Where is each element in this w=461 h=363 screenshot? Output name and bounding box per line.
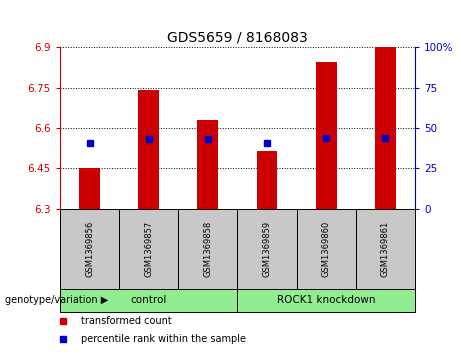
Bar: [178, 209, 237, 289]
Bar: [316, 62, 337, 209]
Text: transformed count: transformed count: [81, 316, 172, 326]
Bar: [79, 168, 100, 209]
Text: GSM1369860: GSM1369860: [322, 221, 331, 277]
Text: GSM1369856: GSM1369856: [85, 221, 94, 277]
Bar: [356, 209, 415, 289]
Bar: [60, 289, 237, 312]
Text: percentile rank within the sample: percentile rank within the sample: [81, 334, 246, 344]
Text: GSM1369861: GSM1369861: [381, 221, 390, 277]
Bar: [197, 120, 218, 209]
Bar: [375, 47, 396, 209]
Text: GSM1369857: GSM1369857: [144, 221, 153, 277]
Title: GDS5659 / 8168083: GDS5659 / 8168083: [167, 30, 308, 45]
Text: genotype/variation ▶: genotype/variation ▶: [5, 295, 108, 305]
Bar: [138, 90, 159, 209]
Bar: [257, 151, 278, 209]
Text: GSM1369859: GSM1369859: [262, 221, 272, 277]
Text: GSM1369858: GSM1369858: [203, 221, 213, 277]
Text: ROCK1 knockdown: ROCK1 knockdown: [277, 295, 375, 305]
Bar: [237, 209, 296, 289]
Bar: [237, 289, 415, 312]
Text: control: control: [130, 295, 167, 305]
Bar: [296, 209, 356, 289]
Bar: [60, 209, 119, 289]
Bar: [119, 209, 178, 289]
